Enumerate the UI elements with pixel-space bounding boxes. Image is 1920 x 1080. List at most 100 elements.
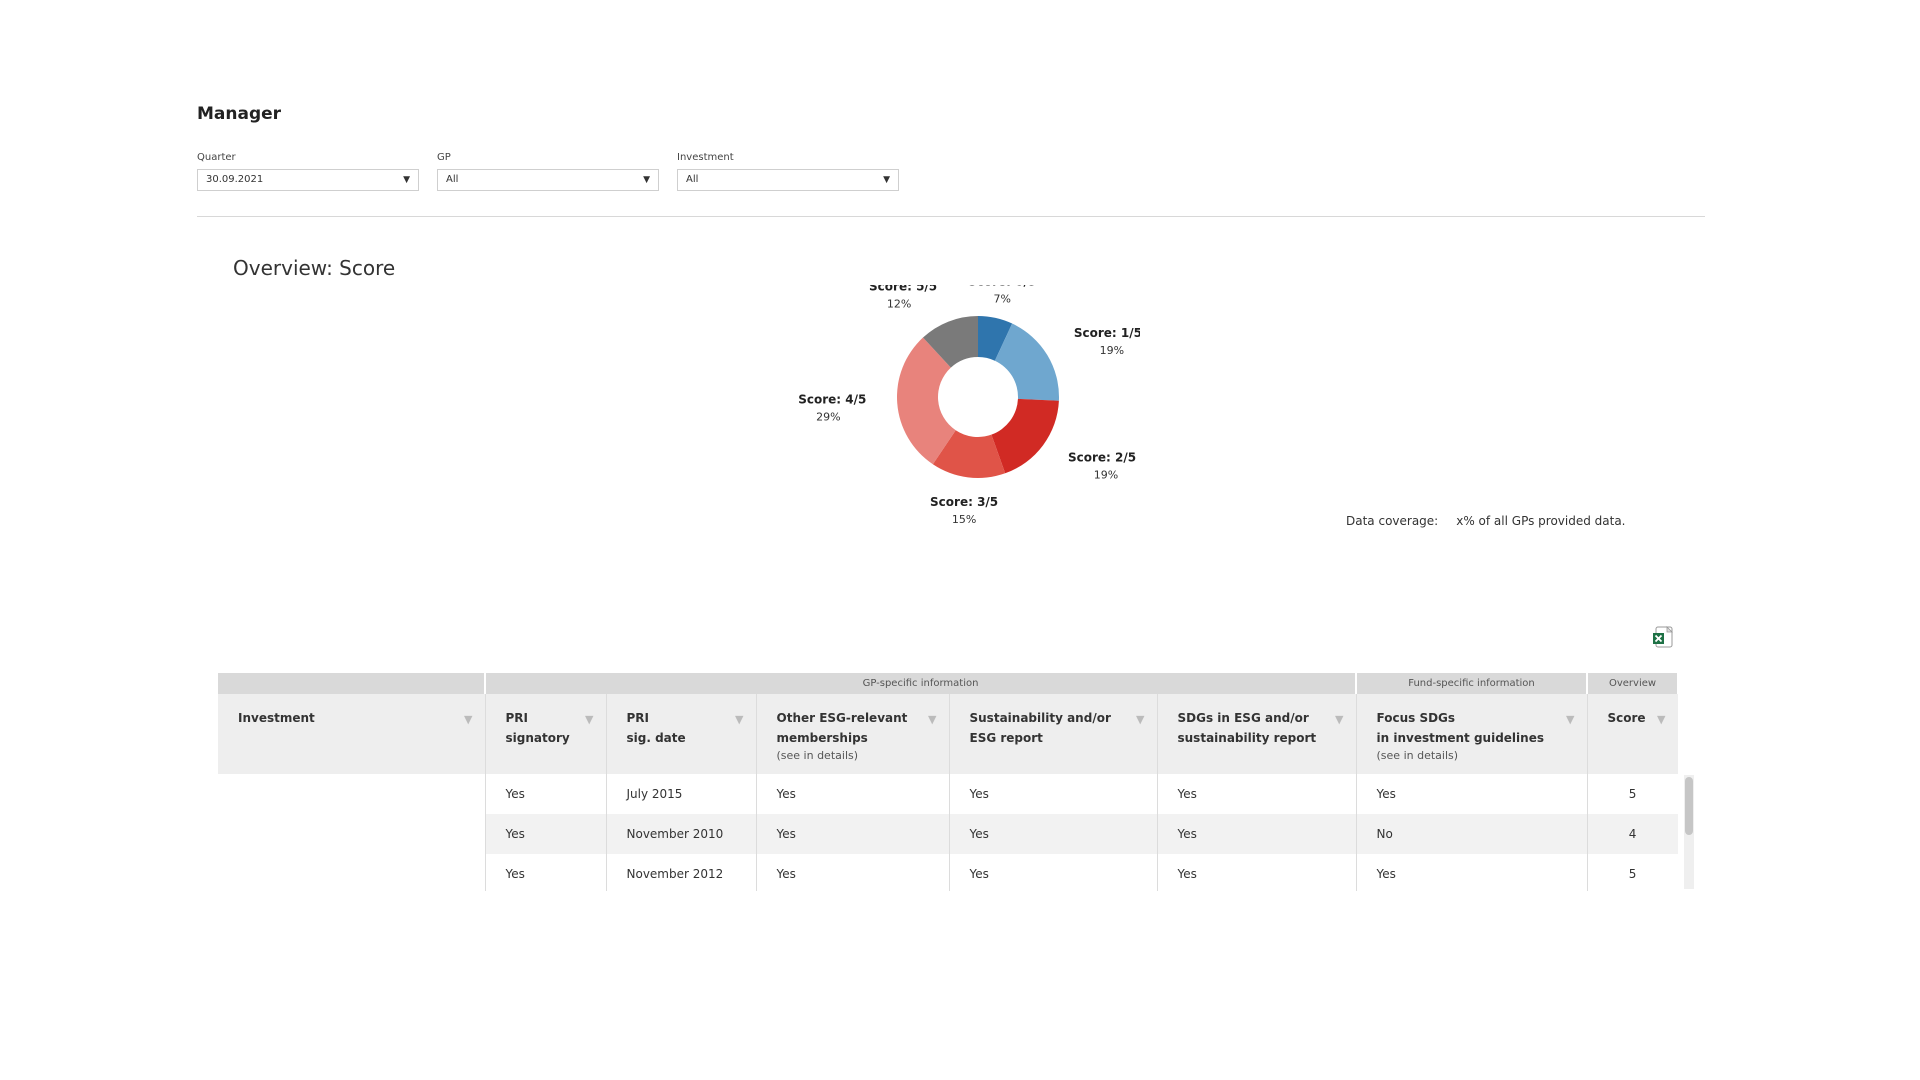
col-other-esg[interactable]: Other ESG-relevant memberships (see in det… [756, 694, 950, 774]
col-sub: (see in details) [776, 749, 859, 762]
col-line1: Investment [238, 711, 315, 725]
gp-select-value: All [446, 174, 459, 185]
cell-pri-signatory: Yes [485, 814, 607, 854]
group-header-gp: GP-specific information [485, 673, 1358, 694]
cell-score: 5 [1587, 774, 1678, 814]
col-focus-sdgs[interactable]: Focus SDGs in investment guidelines (see i… [1356, 694, 1588, 774]
coverage-value: x% of all GPs provided data. [1456, 514, 1626, 528]
investment-filter: Investment All ▼ [677, 152, 899, 191]
cell-pri-date: July 2015 [606, 774, 757, 814]
filter-icon[interactable]: ▼ [1657, 713, 1666, 726]
col-line2: sustainability report [1177, 731, 1317, 745]
caret-down-icon: ▼ [883, 175, 890, 185]
col-score[interactable]: Score ▼ [1587, 694, 1678, 774]
col-line1: PRI [505, 711, 529, 725]
col-sustainability[interactable]: Sustainability and/or ESG report ▼ [949, 694, 1158, 774]
col-line2: in investment guidelines [1376, 731, 1544, 745]
col-pri-signatory[interactable]: PRI signatory ▼ [485, 694, 607, 774]
slice-percent-label: 29% [816, 411, 840, 424]
cell-sustainability: Yes [949, 774, 1158, 814]
table-row[interactable]: Yes November 2010 Yes Yes Yes No 4 [218, 814, 1678, 854]
caret-down-icon: ▼ [403, 175, 410, 185]
donut-slice[interactable] [978, 316, 1013, 361]
slice-percent-label: 15% [952, 513, 976, 525]
cell-score: 5 [1587, 854, 1678, 891]
cell-other-esg: Yes [756, 854, 950, 891]
donut-slice[interactable] [922, 316, 978, 368]
group-header-overview: Overview [1587, 673, 1678, 694]
cell-score: 4 [1587, 814, 1678, 854]
col-line1: Sustainability and/or [969, 711, 1111, 725]
cell-sustainability: Yes [949, 854, 1158, 891]
cell-pri-signatory: Yes [485, 854, 607, 891]
divider [197, 216, 1705, 217]
col-line2: ESG report [969, 731, 1043, 745]
col-line2: signatory [505, 731, 570, 745]
col-line1: PRI [626, 711, 650, 725]
esg-table-container: GP-specific information Fund-specific in… [218, 673, 1678, 891]
cell-focus-sdgs: Yes [1356, 854, 1588, 891]
slice-label: Score: 0/5 [968, 285, 1036, 289]
col-sub: (see in details) [1376, 749, 1459, 762]
col-line1: Score [1607, 711, 1646, 725]
donut-slice[interactable] [991, 398, 1059, 474]
cell-other-esg: Yes [756, 774, 950, 814]
cell-sustainability: Yes [949, 814, 1158, 854]
col-line1: Focus SDGs [1376, 711, 1456, 725]
quarter-select[interactable]: 30.09.2021 ▼ [197, 169, 419, 191]
group-header-fund: Fund-specific information [1356, 673, 1589, 694]
data-coverage: Data coverage: x% of all GPs provided dat… [1346, 514, 1626, 528]
investment-select[interactable]: All ▼ [677, 169, 899, 191]
cell-pri-date: November 2010 [606, 814, 757, 854]
table-scrollbar[interactable] [1684, 775, 1694, 889]
col-line2: memberships [776, 731, 868, 745]
scrollbar-thumb[interactable] [1685, 777, 1693, 835]
cell-investment [218, 854, 486, 891]
donut-slice[interactable] [897, 337, 956, 465]
cell-investment [218, 814, 486, 854]
slice-label: Score: 4/5 [798, 393, 866, 407]
col-investment[interactable]: Investment ▼ [218, 694, 486, 774]
col-pri-date[interactable]: PRI sig. date ▼ [606, 694, 757, 774]
cell-investment [218, 774, 486, 814]
slice-percent-label: 12% [887, 298, 911, 311]
cell-sdgs: Yes [1157, 814, 1357, 854]
slice-label: Score: 2/5 [1068, 451, 1136, 465]
gp-filter-label: GP [437, 152, 451, 163]
filter-icon[interactable]: ▼ [928, 713, 937, 726]
slice-percent-label: 7% [993, 293, 1010, 306]
overview-title: Overview: Score [233, 256, 396, 280]
filter-icon[interactable]: ▼ [1136, 713, 1145, 726]
filter-icon[interactable]: ▼ [1335, 713, 1344, 726]
investment-filter-label: Investment [677, 152, 734, 163]
filter-icon[interactable]: ▼ [464, 713, 473, 726]
table-row[interactable]: Yes July 2015 Yes Yes Yes Yes 5 [218, 774, 1678, 814]
filter-icon[interactable]: ▼ [735, 713, 744, 726]
col-sdgs[interactable]: SDGs in ESG and/or sustainability report ▼ [1157, 694, 1357, 774]
page-title: Manager [197, 104, 282, 124]
filter-icon[interactable]: ▼ [1566, 713, 1575, 726]
score-donut-chart: Score: 0/5 7% Score: 1/5 19% Score: 2/5 19% Sc… [798, 285, 1140, 525]
gp-filter: GP All ▼ [437, 152, 659, 191]
cell-pri-date: November 2012 [606, 854, 757, 891]
cell-focus-sdgs: Yes [1356, 774, 1588, 814]
quarter-filter: Quarter 30.09.2021 ▼ [197, 152, 419, 191]
coverage-label: Data coverage: [1346, 514, 1439, 528]
donut-slice[interactable] [994, 323, 1059, 401]
slice-percent-label: 19% [1094, 469, 1118, 482]
slice-percent-label: 19% [1100, 344, 1124, 357]
excel-export-icon[interactable] [1652, 626, 1674, 648]
slice-label: Score: 1/5 [1074, 326, 1140, 340]
investment-select-value: All [686, 174, 699, 185]
filter-icon[interactable]: ▼ [585, 713, 594, 726]
cell-focus-sdgs: No [1356, 814, 1588, 854]
donut-slice[interactable] [932, 430, 1006, 478]
gp-select[interactable]: All ▼ [437, 169, 659, 191]
col-line2: sig. date [626, 731, 686, 745]
quarter-filter-label: Quarter [197, 152, 236, 163]
esg-table: GP-specific information Fund-specific in… [218, 673, 1678, 891]
cell-sdgs: Yes [1157, 774, 1357, 814]
table-row[interactable]: Yes November 2012 Yes Yes Yes Yes 5 [218, 854, 1678, 891]
quarter-select-value: 30.09.2021 [206, 174, 264, 185]
col-line1: SDGs in ESG and/or [1177, 711, 1309, 725]
